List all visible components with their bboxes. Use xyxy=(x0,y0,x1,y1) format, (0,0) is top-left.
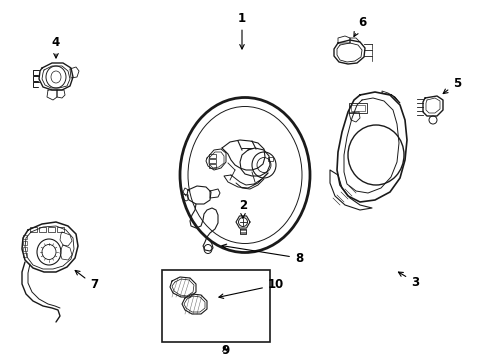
Bar xyxy=(23,247,27,251)
Text: 1: 1 xyxy=(238,12,245,49)
Bar xyxy=(208,164,216,168)
Bar xyxy=(267,157,272,161)
Bar xyxy=(48,227,55,232)
Bar xyxy=(39,227,46,232)
Text: 10: 10 xyxy=(219,279,284,298)
Text: 2: 2 xyxy=(239,198,246,218)
Text: 5: 5 xyxy=(442,77,460,94)
Bar xyxy=(208,154,216,158)
Text: 8: 8 xyxy=(222,244,303,265)
Text: 6: 6 xyxy=(353,15,366,36)
Text: 9: 9 xyxy=(221,343,229,356)
Text: 7: 7 xyxy=(75,270,98,292)
Bar xyxy=(208,159,216,163)
Bar xyxy=(348,103,366,113)
Bar xyxy=(350,105,364,111)
Bar xyxy=(23,253,27,257)
Bar xyxy=(23,235,27,239)
Bar xyxy=(162,270,269,342)
Text: 3: 3 xyxy=(398,272,418,288)
Text: 4: 4 xyxy=(52,36,60,58)
Bar xyxy=(23,241,27,245)
Bar xyxy=(57,227,64,232)
Bar xyxy=(30,227,37,232)
